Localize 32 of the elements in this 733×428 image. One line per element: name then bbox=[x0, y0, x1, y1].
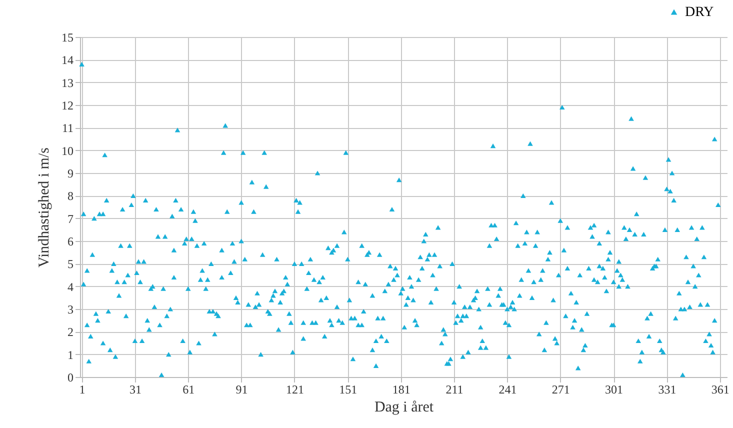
y-tick-label: 0 bbox=[68, 370, 74, 384]
x-tick-label: 121 bbox=[286, 382, 304, 396]
y-tick-label: 2 bbox=[68, 325, 74, 340]
y-tick-label: 1 bbox=[68, 348, 74, 362]
x-tick-label: 361 bbox=[711, 382, 730, 396]
x-tick-label: 241 bbox=[498, 382, 517, 396]
x-tick-label: 151 bbox=[339, 382, 358, 396]
x-tick-label: 181 bbox=[392, 382, 410, 396]
x-tick-label: 301 bbox=[605, 382, 624, 396]
y-tick-label: 13 bbox=[62, 76, 74, 90]
x-tick-label: 1 bbox=[79, 382, 86, 396]
y-tick-label: 15 bbox=[62, 30, 74, 44]
y-tick-label: 3 bbox=[68, 302, 74, 316]
y-tick-label: 11 bbox=[62, 121, 74, 136]
x-tick-label: 211 bbox=[446, 382, 464, 396]
x-tick-label: 271 bbox=[552, 382, 570, 396]
y-tick-label: 5 bbox=[68, 257, 74, 272]
x-tick-label: 331 bbox=[658, 382, 676, 396]
legend-label: DRY bbox=[685, 5, 714, 20]
x-tick-label: 91 bbox=[236, 382, 248, 396]
x-axis-title: Dag i året bbox=[374, 400, 434, 416]
y-tick-label: 10 bbox=[62, 144, 74, 158]
y-tick-label: 9 bbox=[68, 166, 74, 180]
y-axis-title: Vindhastighed i m/s bbox=[36, 147, 52, 268]
y-tick-label: 8 bbox=[68, 189, 74, 204]
y-tick-label: 6 bbox=[68, 234, 74, 248]
y-tick-label: 14 bbox=[62, 53, 74, 68]
x-tick-label: 61 bbox=[182, 382, 195, 396]
y-tick-label: 4 bbox=[68, 280, 74, 294]
x-tick-label: 31 bbox=[129, 382, 142, 396]
y-tick-label: 12 bbox=[62, 98, 74, 112]
y-tick-label: 7 bbox=[68, 212, 74, 226]
